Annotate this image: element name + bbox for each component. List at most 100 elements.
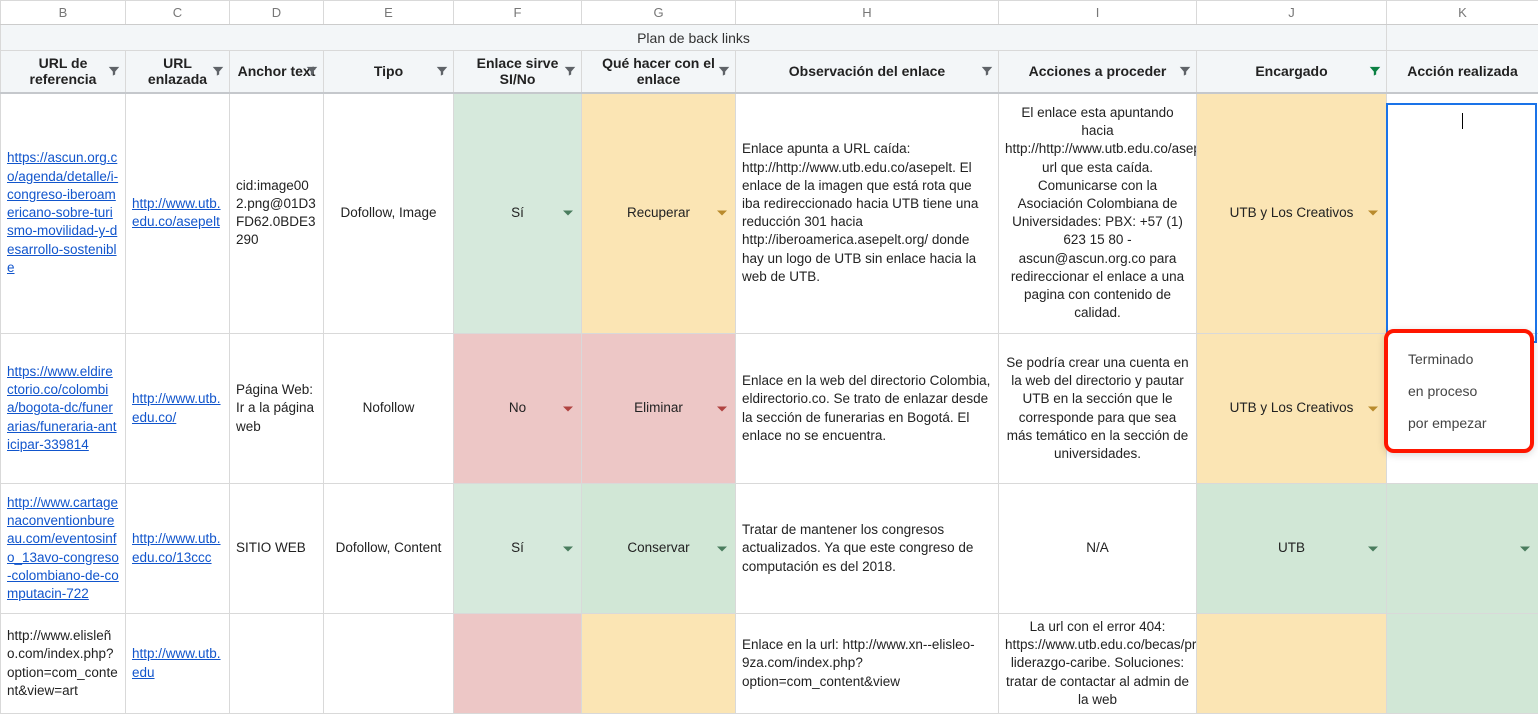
column-letter-D[interactable]: D — [230, 1, 324, 25]
column-letter-C[interactable]: C — [126, 1, 230, 25]
cell-tipo[interactable]: Dofollow, Image — [324, 93, 454, 334]
validation-dropdown-menu[interactable]: Terminadoen procesopor empezar — [1384, 329, 1534, 453]
cell-url-enlazada[interactable]: http://www.utb.edu.co/ — [126, 334, 230, 484]
cell-tipo[interactable] — [324, 614, 454, 714]
cell-tipo[interactable]: Dofollow, Content — [324, 484, 454, 614]
dropdown-option[interactable]: por empezar — [1402, 407, 1516, 439]
cell-enlace-sirve[interactable]: Sí — [454, 484, 582, 614]
column-letter-B[interactable]: B — [1, 1, 126, 25]
dropdown-arrow-icon[interactable] — [717, 211, 727, 216]
cell-url-referencia[interactable]: http://www.elisleño.com/index.php?option… — [1, 614, 126, 714]
cell-encargado[interactable]: UTB — [1197, 484, 1387, 614]
dropdown-arrow-icon[interactable] — [563, 406, 573, 411]
link-text[interactable]: https://ascun.org.co/agenda/detalle/i-co… — [7, 150, 118, 274]
link-text[interactable]: http://www.utb.edu — [132, 646, 221, 679]
cell-url-enlazada[interactable]: http://www.utb.edu.co/asepelt — [126, 93, 230, 334]
header-label: Tipo — [374, 63, 403, 79]
cell-url-enlazada[interactable]: http://www.utb.edu.co/13ccc — [126, 484, 230, 614]
header-H[interactable]: Observación del enlace — [736, 51, 999, 93]
filter-icon[interactable] — [305, 64, 319, 78]
link-text[interactable]: http://www.cartagenaconventionbureau.com… — [7, 495, 119, 601]
header-B[interactable]: URL de referencia — [1, 51, 126, 93]
header-I[interactable]: Acciones a proceder — [999, 51, 1197, 93]
header-C[interactable]: URL enlazada — [126, 51, 230, 93]
column-letter-G[interactable]: G — [582, 1, 736, 25]
cell-observacion[interactable]: Enlace en la url: http://www.xn--elisleo… — [736, 614, 999, 714]
filter-icon[interactable] — [1178, 64, 1192, 78]
dropdown-arrow-icon[interactable] — [717, 546, 727, 551]
cell-accion-realizada[interactable] — [1387, 93, 1538, 334]
merged-title-cell[interactable]: Plan de back links — [1, 25, 1387, 51]
cell-anchor-text[interactable] — [230, 614, 324, 714]
link-text[interactable]: http://www.utb.edu.co/ — [132, 391, 221, 424]
column-letter-I[interactable]: I — [999, 1, 1197, 25]
dropdown-arrow-icon[interactable] — [563, 546, 573, 551]
spreadsheet-viewport: BCDEFGHIJK Plan de back linksURL de refe… — [0, 0, 1538, 716]
cell-anchor-text[interactable]: cid:image002.png@01D3FD62.0BDE3290 — [230, 93, 324, 334]
cell-enlace-sirve[interactable]: Sí — [454, 93, 582, 334]
cell-enlace-sirve[interactable]: No — [454, 334, 582, 484]
header-E[interactable]: Tipo — [324, 51, 454, 93]
cell-value: UTB — [1278, 540, 1305, 555]
cell-encargado[interactable]: UTB y Los Creativos — [1197, 334, 1387, 484]
cell-url-referencia[interactable]: http://www.cartagenaconventionbureau.com… — [1, 484, 126, 614]
cell-anchor-text[interactable]: SITIO WEB — [230, 484, 324, 614]
cell-anchor-text[interactable]: Página Web: Ir a la página web — [230, 334, 324, 484]
column-letter-J[interactable]: J — [1197, 1, 1387, 25]
cell-observacion[interactable]: Enlace apunta a URL caída: http://http:/… — [736, 93, 999, 334]
column-letter-K[interactable]: K — [1387, 1, 1538, 25]
cell-acciones[interactable]: El enlace esta apuntando hacia http://ht… — [999, 93, 1197, 334]
spreadsheet-grid: BCDEFGHIJK Plan de back linksURL de refe… — [0, 0, 1538, 714]
header-G[interactable]: Qué hacer con el enlace — [582, 51, 736, 93]
header-label: Encargado — [1255, 63, 1327, 79]
dropdown-arrow-icon[interactable] — [1368, 546, 1378, 551]
cell-que-hacer[interactable]: Recuperar — [582, 93, 736, 334]
cell-accion-realizada[interactable] — [1387, 614, 1538, 714]
cell-que-hacer[interactable] — [582, 614, 736, 714]
cell-url-enlazada[interactable]: http://www.utb.edu — [126, 614, 230, 714]
cell-encargado[interactable] — [1197, 614, 1387, 714]
cell-accion-realizada[interactable] — [1387, 484, 1538, 614]
cell-tipo[interactable]: Nofollow — [324, 334, 454, 484]
filter-icon[interactable] — [107, 64, 121, 78]
link-text[interactable]: https://www.eldirectorio.co/colombia/bog… — [7, 364, 117, 452]
column-letter-E[interactable]: E — [324, 1, 454, 25]
link-text[interactable]: http://www.utb.edu.co/13ccc — [132, 531, 221, 564]
cell-url-referencia[interactable]: https://www.eldirectorio.co/colombia/bog… — [1, 334, 126, 484]
header-F[interactable]: Enlace sirve SI/No — [454, 51, 582, 93]
dropdown-option[interactable]: en proceso — [1402, 375, 1516, 407]
header-label: Acción realizada — [1407, 63, 1518, 79]
filter-icon[interactable] — [563, 64, 577, 78]
cell-value: Sí — [511, 540, 524, 555]
cell-acciones[interactable]: N/A — [999, 484, 1197, 614]
cell-observacion[interactable]: Tratar de mantener los congresos actuali… — [736, 484, 999, 614]
cell-acciones[interactable]: La url con el error 404: https://www.utb… — [999, 614, 1197, 714]
column-letter-F[interactable]: F — [454, 1, 582, 25]
cell-acciones[interactable]: Se podría crear una cuenta en la web del… — [999, 334, 1197, 484]
filter-icon[interactable] — [980, 64, 994, 78]
dropdown-option[interactable]: Terminado — [1402, 343, 1516, 375]
cell-que-hacer[interactable]: Conservar — [582, 484, 736, 614]
link-text[interactable]: http://www.utb.edu.co/asepelt — [132, 196, 221, 229]
dropdown-arrow-icon[interactable] — [717, 406, 727, 411]
filter-icon[interactable] — [717, 64, 731, 78]
filter-active-icon[interactable] — [1368, 64, 1382, 78]
header-labels-row: URL de referenciaURL enlazadaAnchor text… — [1, 51, 1538, 93]
filter-icon[interactable] — [211, 64, 225, 78]
cell-k-title[interactable] — [1387, 25, 1538, 51]
cell-url-referencia[interactable]: https://ascun.org.co/agenda/detalle/i-co… — [1, 93, 126, 334]
filter-icon[interactable] — [435, 64, 449, 78]
dropdown-arrow-icon[interactable] — [1520, 546, 1530, 551]
column-letters-row: BCDEFGHIJK — [1, 1, 1538, 25]
dropdown-arrow-icon[interactable] — [1368, 211, 1378, 216]
cell-encargado[interactable]: UTB y Los Creativos — [1197, 93, 1387, 334]
cell-que-hacer[interactable]: Eliminar — [582, 334, 736, 484]
dropdown-arrow-icon[interactable] — [1368, 406, 1378, 411]
header-K[interactable]: Acción realizada — [1387, 51, 1538, 93]
header-J[interactable]: Encargado — [1197, 51, 1387, 93]
cell-enlace-sirve[interactable] — [454, 614, 582, 714]
cell-observacion[interactable]: Enlace en la web del directorio Colombia… — [736, 334, 999, 484]
header-D[interactable]: Anchor text — [230, 51, 324, 93]
column-letter-H[interactable]: H — [736, 1, 999, 25]
dropdown-arrow-icon[interactable] — [563, 211, 573, 216]
